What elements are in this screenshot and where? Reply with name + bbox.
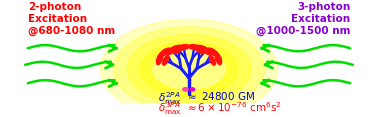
- Text: 3-photon
Excitation
@1000-1500 nm: 3-photon Excitation @1000-1500 nm: [256, 2, 350, 36]
- Ellipse shape: [201, 46, 211, 55]
- Ellipse shape: [163, 55, 169, 65]
- Ellipse shape: [160, 48, 171, 56]
- Ellipse shape: [178, 45, 189, 50]
- Text: 2-photon
Excitation
@680-1080 nm: 2-photon Excitation @680-1080 nm: [28, 2, 115, 36]
- Ellipse shape: [174, 46, 183, 54]
- Text: $\approx$ 24800 GM: $\approx$ 24800 GM: [184, 90, 255, 102]
- Ellipse shape: [193, 45, 204, 50]
- Ellipse shape: [174, 45, 185, 50]
- Ellipse shape: [153, 49, 225, 89]
- Ellipse shape: [140, 42, 238, 97]
- Text: $\delta_{\mathrm{max}}^{2PA}$: $\delta_{\mathrm{max}}^{2PA}$: [158, 90, 182, 107]
- Ellipse shape: [207, 48, 218, 56]
- Ellipse shape: [153, 49, 225, 89]
- Ellipse shape: [100, 19, 278, 117]
- Ellipse shape: [167, 46, 177, 55]
- Ellipse shape: [189, 45, 200, 50]
- Ellipse shape: [127, 34, 251, 104]
- Text: $\approx 6\times10^{-76}$ cm$^{6}$s$^{2}$: $\approx 6\times10^{-76}$ cm$^{6}$s$^{2}…: [184, 100, 281, 114]
- Ellipse shape: [114, 27, 264, 112]
- Ellipse shape: [215, 53, 222, 65]
- Ellipse shape: [190, 88, 195, 91]
- Text: $\delta_{\mathrm{max}}^{3PA}$: $\delta_{\mathrm{max}}^{3PA}$: [158, 100, 182, 117]
- Ellipse shape: [156, 53, 163, 65]
- Ellipse shape: [195, 46, 204, 54]
- Ellipse shape: [209, 55, 215, 65]
- Ellipse shape: [183, 88, 188, 91]
